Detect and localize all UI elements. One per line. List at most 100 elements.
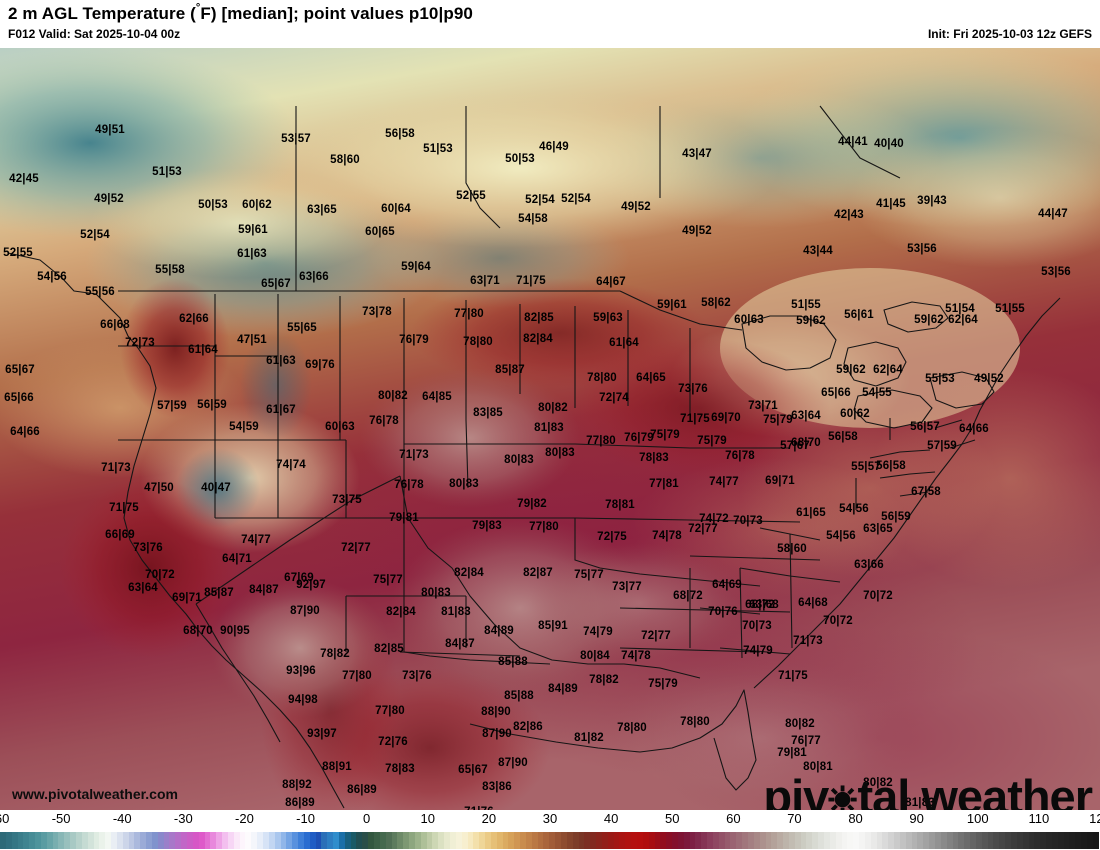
colorbar-swatch	[1069, 832, 1076, 849]
colorbar-swatch	[274, 832, 281, 849]
point-value: 73|76	[402, 670, 432, 682]
point-value: 50|53	[505, 153, 535, 165]
colorbar-swatch	[391, 832, 398, 849]
point-value: 59|62	[836, 364, 866, 376]
point-value: 81|83	[905, 797, 935, 809]
colorbar-swatch	[356, 832, 363, 849]
colorbar-swatch	[157, 832, 164, 849]
colorbar-swatch	[151, 832, 158, 849]
colorbar-swatch	[677, 832, 684, 849]
init-time-label: Init: Fri 2025-10-03 12z GEFS	[927, 27, 1092, 41]
point-value: 59|63	[593, 312, 623, 324]
point-value: 71|75	[680, 413, 710, 425]
point-value: 61|63	[237, 248, 267, 260]
point-value: 82|85	[374, 643, 404, 655]
colorbar-swatch	[981, 832, 988, 849]
valid-time-label: F012 Valid: Sat 2025-10-04 00z	[8, 27, 181, 41]
colorbar-swatch	[543, 832, 550, 849]
colorbar-swatch	[257, 832, 263, 849]
colorbar-tick: 0	[363, 811, 371, 826]
point-value: 66|68	[100, 319, 130, 331]
point-value: 54|55	[862, 387, 892, 399]
point-value: 77|80	[375, 705, 405, 717]
point-value: 63|65	[307, 204, 337, 216]
colorbar-tick: 70	[787, 811, 802, 826]
colorbar-swatch	[812, 832, 819, 849]
colorbar-swatch	[1028, 832, 1035, 849]
colorbar-swatch	[192, 832, 199, 849]
colorbar-tick: 80	[848, 811, 863, 826]
point-value: 60|63	[734, 314, 764, 326]
point-value: 54|56	[826, 530, 856, 542]
colorbar-swatch	[409, 832, 415, 849]
colorbar-swatch	[1046, 832, 1052, 849]
site-url-watermark: www.pivotalweather.com	[12, 786, 178, 802]
colorbar-swatch	[1057, 832, 1064, 849]
colorbar-swatch	[929, 832, 935, 849]
colorbar-swatch	[987, 832, 994, 849]
colorbar-swatch	[52, 832, 59, 849]
colorbar-swatch	[1040, 832, 1047, 849]
point-value: 70|72	[823, 615, 853, 627]
point-value: 72|76	[378, 736, 408, 748]
colorbar-tick: 100	[966, 811, 989, 826]
degree-symbol: °	[195, 2, 201, 14]
point-value: 46|49	[539, 141, 569, 153]
point-value: 62|66	[179, 313, 209, 325]
point-value: 73|75	[332, 494, 362, 506]
point-value: 56|58	[385, 128, 415, 140]
colorbar-swatch	[140, 832, 147, 849]
point-value: 67|69	[284, 572, 314, 584]
point-value: 74|78	[652, 530, 682, 542]
map-canvas[interactable]: 49|51 42|45 51|53 53|57 58|60 56|58 51|53 50|53…	[0, 48, 1100, 810]
colorbar-swatch	[1051, 832, 1058, 849]
point-value: 80|81	[803, 761, 833, 773]
point-value: 68|72	[673, 590, 703, 602]
point-value: 64|69	[712, 579, 742, 591]
colorbar-swatch	[362, 832, 369, 849]
colorbar-swatch	[566, 832, 573, 849]
point-value: 84|87	[445, 638, 475, 650]
colorbar-swatch	[99, 832, 106, 849]
point-value: 60|63	[325, 421, 355, 433]
point-value: 90|95	[220, 625, 250, 637]
colorbar-swatch	[578, 832, 585, 849]
colorbar-tick-labels: -60 -50 -40 -30 -20 -10 0 10 20 30 40 50 60 70 80 90 100…	[0, 810, 1100, 832]
point-value: 47|50	[144, 482, 174, 494]
point-value: 77|80	[529, 521, 559, 533]
colorbar-swatch	[5, 832, 12, 849]
point-value: 60|62	[242, 199, 272, 211]
point-value: 78|80	[680, 716, 710, 728]
colorbar-swatch	[952, 832, 959, 849]
point-value: 74|79	[583, 626, 613, 638]
colorbar-swatch	[216, 832, 223, 849]
colorbar-swatch	[251, 832, 258, 849]
point-value: 71|73	[793, 635, 823, 647]
point-value: 39|43	[917, 195, 947, 207]
point-value: 85|88	[498, 656, 528, 668]
point-value: 63|64	[128, 582, 158, 594]
colorbar-tick: 50	[664, 811, 680, 826]
point-value: 56|58	[876, 460, 906, 472]
temperature-field	[0, 48, 1100, 810]
point-value: 54|58	[518, 213, 548, 225]
point-value: 70|73	[742, 620, 772, 632]
point-value: 61|64	[188, 344, 218, 356]
point-value: 80|83	[449, 478, 479, 490]
colorbar-swatch	[87, 832, 94, 849]
point-value: 73|71	[748, 400, 778, 412]
point-value: 41|45	[876, 198, 906, 210]
point-value: 59|64	[401, 261, 431, 273]
page-title-post: F) [median]; point values p10|p90	[200, 4, 473, 23]
colorbar[interactable]: -60 -50 -40 -30 -20 -10 0 10 20 30 40 50 60 70 80 90 100…	[0, 810, 1100, 850]
point-value: 79|83	[472, 520, 502, 532]
colorbar-swatch	[601, 832, 608, 849]
point-value: 51|53	[423, 143, 453, 155]
point-value: 85|88	[504, 690, 534, 702]
colorbar-swatch	[268, 832, 275, 849]
colorbar-swatch	[572, 832, 579, 849]
point-value: 75|77	[373, 574, 403, 586]
point-value: 65|67	[261, 278, 291, 290]
colorbar-swatch	[397, 832, 404, 849]
point-value: 44|47	[1038, 208, 1068, 220]
